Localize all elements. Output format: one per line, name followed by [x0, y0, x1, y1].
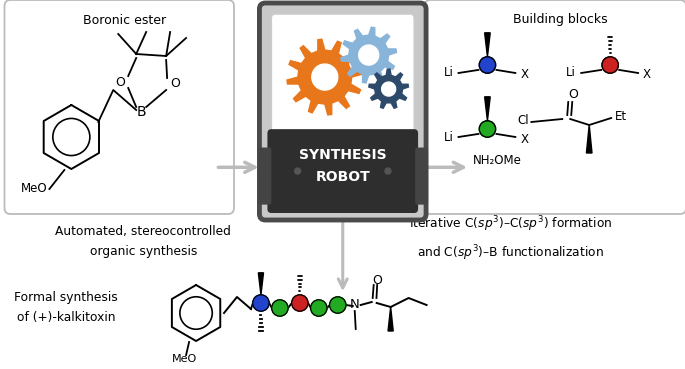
Polygon shape: [359, 45, 379, 65]
Text: Formal synthesis
of (+)-kalkitoxin: Formal synthesis of (+)-kalkitoxin: [14, 290, 119, 324]
FancyBboxPatch shape: [415, 148, 428, 205]
Text: MeO: MeO: [21, 183, 47, 196]
FancyBboxPatch shape: [258, 148, 271, 205]
Text: B: B: [136, 105, 146, 119]
Text: Et: Et: [615, 110, 627, 124]
Text: X: X: [521, 132, 528, 145]
Polygon shape: [485, 33, 490, 57]
Text: Cl: Cl: [518, 114, 530, 128]
Text: NH₂OMe: NH₂OMe: [473, 155, 522, 168]
Polygon shape: [312, 64, 338, 90]
Polygon shape: [258, 273, 264, 295]
Polygon shape: [586, 125, 592, 153]
Circle shape: [292, 295, 308, 311]
Polygon shape: [382, 82, 396, 96]
Text: Iterative C($sp^3$)–C($sp^3$) formation
and C($sp^3$)–B functionalization: Iterative C($sp^3$)–C($sp^3$) formation …: [409, 214, 612, 263]
Polygon shape: [369, 69, 408, 108]
Text: Automated, stereocontrolled
organic synthesis: Automated, stereocontrolled organic synt…: [55, 225, 231, 259]
FancyBboxPatch shape: [5, 0, 234, 214]
Circle shape: [602, 57, 619, 73]
Circle shape: [310, 300, 327, 316]
Text: O: O: [115, 76, 125, 89]
Circle shape: [479, 121, 496, 137]
Text: Li: Li: [444, 66, 453, 79]
Polygon shape: [341, 27, 397, 83]
Circle shape: [385, 168, 391, 174]
Text: Li: Li: [566, 66, 576, 79]
Text: O: O: [373, 273, 383, 286]
Circle shape: [479, 57, 496, 73]
Circle shape: [295, 168, 301, 174]
Text: Boronic ester: Boronic ester: [83, 14, 166, 27]
Text: SYNTHESIS: SYNTHESIS: [299, 148, 386, 162]
Text: X: X: [521, 69, 528, 82]
FancyBboxPatch shape: [271, 14, 414, 140]
Text: N: N: [350, 299, 360, 311]
Text: MeO: MeO: [171, 354, 197, 364]
Circle shape: [329, 297, 346, 313]
FancyBboxPatch shape: [425, 0, 685, 214]
Text: Li: Li: [444, 131, 453, 144]
FancyBboxPatch shape: [260, 3, 426, 220]
Text: Building blocks: Building blocks: [513, 14, 608, 27]
Polygon shape: [485, 97, 490, 121]
Circle shape: [272, 300, 288, 316]
Polygon shape: [388, 307, 393, 331]
FancyBboxPatch shape: [267, 129, 418, 213]
Polygon shape: [287, 39, 362, 115]
Circle shape: [253, 295, 269, 311]
Text: O: O: [569, 89, 578, 101]
Text: O: O: [170, 77, 180, 90]
Text: ROBOT: ROBOT: [315, 170, 370, 184]
Text: X: X: [643, 69, 651, 82]
